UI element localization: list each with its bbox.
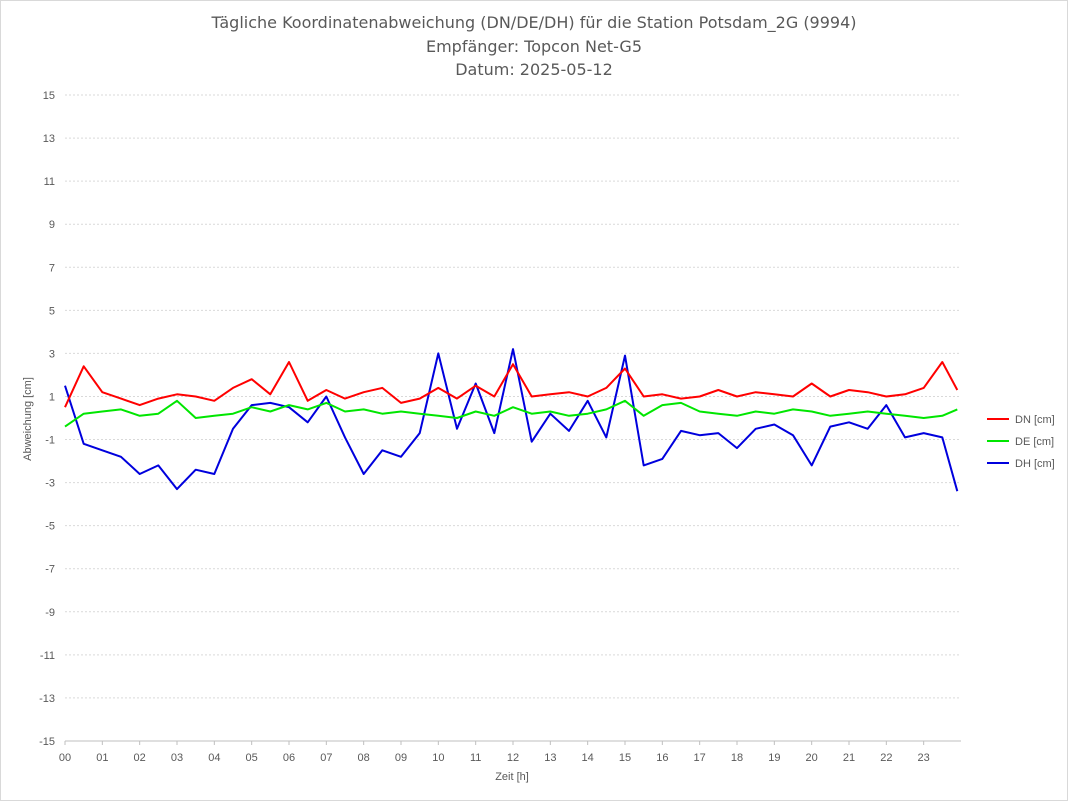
x-tick-label: 14 — [582, 752, 594, 764]
y-tick-label: -13 — [39, 693, 55, 705]
y-tick-label: -15 — [39, 736, 55, 748]
x-tick-label: 08 — [358, 752, 370, 764]
x-tick-label: 15 — [619, 752, 631, 764]
x-tick-label: 07 — [320, 752, 332, 764]
series-line-dh — [64, 348, 959, 492]
legend-label-de: DE [cm] — [1015, 436, 1054, 448]
x-tick-label: 11 — [470, 752, 481, 764]
y-gridlines — [65, 94, 961, 742]
x-tick-label: 21 — [843, 752, 855, 764]
y-tick-label: -11 — [40, 650, 55, 662]
y-tick-label: 13 — [43, 133, 55, 145]
chart-title-line-3: Datum: 2025-05-12 — [455, 60, 613, 79]
x-tick-label: 22 — [880, 752, 892, 764]
y-tick-label: 3 — [49, 348, 55, 360]
x-tick-label: 18 — [731, 752, 743, 764]
y-tick-label: 11 — [44, 176, 55, 188]
x-tick-label: 05 — [246, 752, 258, 764]
legend-label-dh: DH [cm] — [1015, 458, 1055, 470]
x-axis-title: Zeit [h] — [495, 771, 529, 783]
x-tick-labels: 00 01 02 03 04 05 06 07 08 09 10 11 12 13 14 15 16 17 18 19… — [59, 741, 930, 764]
x-tick-label: 09 — [395, 752, 407, 764]
y-axis-title: Abweichung [cm] — [22, 377, 34, 461]
y-tick-label: -3 — [45, 478, 55, 490]
x-tick-label: 17 — [694, 752, 706, 764]
x-tick-label: 03 — [171, 752, 183, 764]
series-line-de — [64, 399, 958, 428]
x-tick-label: 01 — [96, 752, 108, 764]
x-tick-label: 13 — [544, 752, 556, 764]
series-line-dn — [64, 361, 959, 408]
x-tick-label: 16 — [656, 752, 668, 764]
y-tick-label: -5 — [45, 521, 55, 533]
x-tick-label: 02 — [134, 752, 146, 764]
legend-label-dn: DN [cm] — [1015, 414, 1055, 426]
y-tick-label: 15 — [43, 90, 55, 102]
y-tick-label: 1 — [49, 391, 55, 403]
y-tick-labels: 15 13 11 9 7 5 3 1 -1 -3 -5 -7 -9 -11 -13 -15 — [39, 90, 55, 748]
x-tick-label: 19 — [768, 752, 780, 764]
x-tick-label: 20 — [806, 752, 818, 764]
y-tick-label: -7 — [45, 564, 55, 576]
x-tick-label: 04 — [208, 752, 220, 764]
y-tick-label: 5 — [49, 305, 55, 317]
chart-title-line-1: Tägliche Koordinatenabweichung (DN/DE/DH… — [211, 13, 857, 32]
legend: DN [cm] DE [cm] DH [cm] — [987, 414, 1055, 470]
x-tick-label: 10 — [432, 752, 444, 764]
y-tick-label: 9 — [49, 219, 55, 231]
chart-title-line-2: Empfänger: Topcon Net-G5 — [425, 37, 643, 56]
x-tick-label: 12 — [507, 752, 519, 764]
x-tick-label: 00 — [59, 752, 71, 764]
y-tick-label: 7 — [49, 262, 55, 274]
series-lines — [64, 348, 959, 492]
x-tick-label: 06 — [283, 752, 295, 764]
y-tick-label: -9 — [45, 607, 55, 619]
x-tick-label: 23 — [918, 752, 930, 764]
y-tick-label: -1 — [45, 435, 55, 447]
